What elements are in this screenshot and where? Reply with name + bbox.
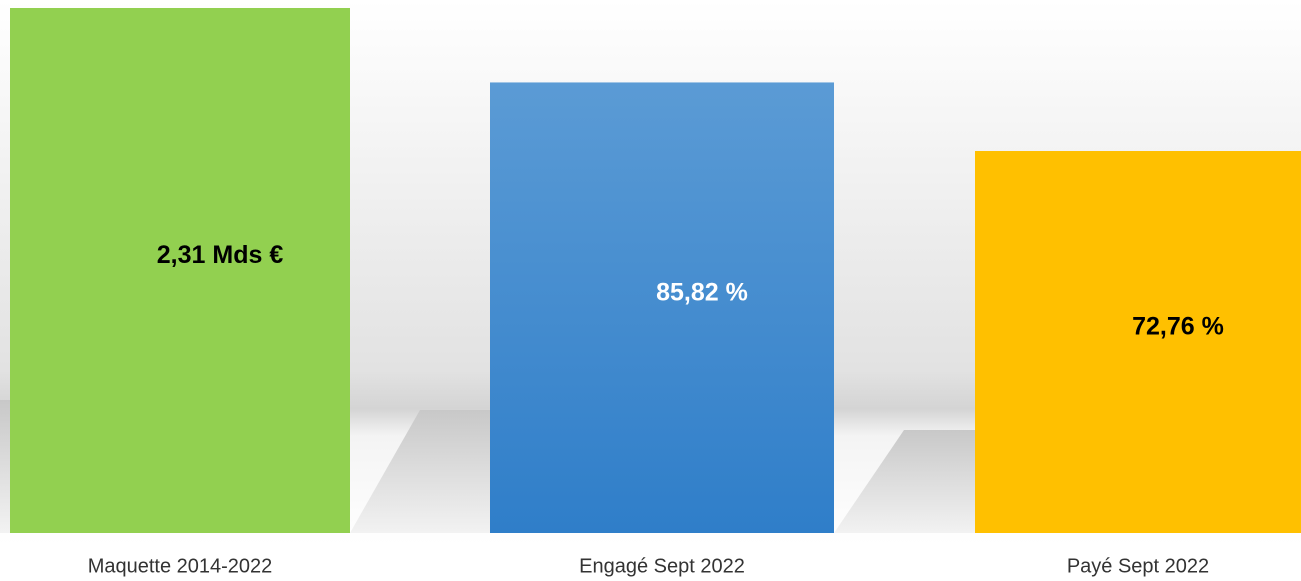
shadow — [0, 400, 10, 533]
shadow — [834, 430, 975, 533]
value-label: 2,31 Mds € — [157, 241, 284, 269]
bar — [10, 8, 350, 533]
shadow — [350, 410, 490, 533]
bar — [490, 82, 834, 533]
bar — [975, 151, 1301, 533]
x-tick-label: Engagé Sept 2022 — [579, 555, 745, 577]
value-label: 72,76 % — [1132, 313, 1224, 341]
x-tick-label: Maquette 2014-2022 — [88, 555, 273, 577]
x-tick-label: Payé Sept 2022 — [1067, 555, 1209, 577]
value-label: 85,82 % — [656, 278, 748, 306]
